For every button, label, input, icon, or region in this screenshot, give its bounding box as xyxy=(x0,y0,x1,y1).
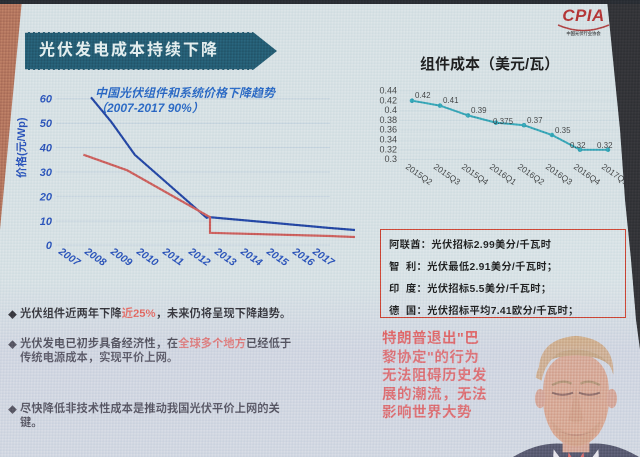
svg-text:0.44: 0.44 xyxy=(379,86,397,96)
svg-text:2015: 2015 xyxy=(263,245,290,269)
svg-text:0.37: 0.37 xyxy=(527,116,543,125)
svg-text:2013: 2013 xyxy=(211,245,238,269)
svg-text:0: 0 xyxy=(46,240,53,252)
svg-text:2016Q3: 2016Q3 xyxy=(544,161,575,187)
svg-text:2016: 2016 xyxy=(289,245,316,269)
svg-text:2007: 2007 xyxy=(55,245,83,269)
svg-text:0.42: 0.42 xyxy=(415,91,431,100)
svg-text:0.39: 0.39 xyxy=(471,106,487,115)
svg-text:40: 40 xyxy=(39,143,53,155)
svg-text:2011: 2011 xyxy=(159,245,185,268)
svg-text:60: 60 xyxy=(40,94,53,106)
svg-text:0.36: 0.36 xyxy=(379,125,397,135)
svg-text:2014: 2014 xyxy=(237,245,264,269)
svg-text:2009: 2009 xyxy=(107,245,134,269)
svg-text:30: 30 xyxy=(40,167,53,179)
svg-text:2016Q1: 2016Q1 xyxy=(488,161,519,187)
svg-text:0.32: 0.32 xyxy=(379,144,397,154)
svg-text:0.38: 0.38 xyxy=(379,115,397,125)
svg-text:0.32: 0.32 xyxy=(597,141,613,150)
svg-text:50: 50 xyxy=(40,118,53,130)
svg-text:0.42: 0.42 xyxy=(379,95,397,105)
svg-text:10: 10 xyxy=(40,216,53,228)
svg-text:2008: 2008 xyxy=(81,245,108,269)
svg-text:0.3: 0.3 xyxy=(384,154,397,164)
svg-text:2016Q2: 2016Q2 xyxy=(516,161,547,187)
svg-text:20: 20 xyxy=(39,192,53,204)
svg-text:2012: 2012 xyxy=(185,245,212,269)
svg-text:0.375: 0.375 xyxy=(493,117,514,126)
svg-text:0.4: 0.4 xyxy=(384,105,397,115)
svg-text:2016Q4: 2016Q4 xyxy=(572,161,603,187)
svg-text:0.41: 0.41 xyxy=(443,96,459,105)
svg-text:2010: 2010 xyxy=(133,245,160,269)
svg-text:2015Q4: 2015Q4 xyxy=(460,161,491,187)
svg-text:0.32: 0.32 xyxy=(570,141,586,150)
svg-text:0.34: 0.34 xyxy=(379,135,397,145)
svg-text:2017: 2017 xyxy=(309,245,337,269)
svg-text:2015Q2: 2015Q2 xyxy=(404,161,435,187)
svg-text:2015Q3: 2015Q3 xyxy=(432,161,463,187)
svg-text:0.35: 0.35 xyxy=(555,126,571,135)
